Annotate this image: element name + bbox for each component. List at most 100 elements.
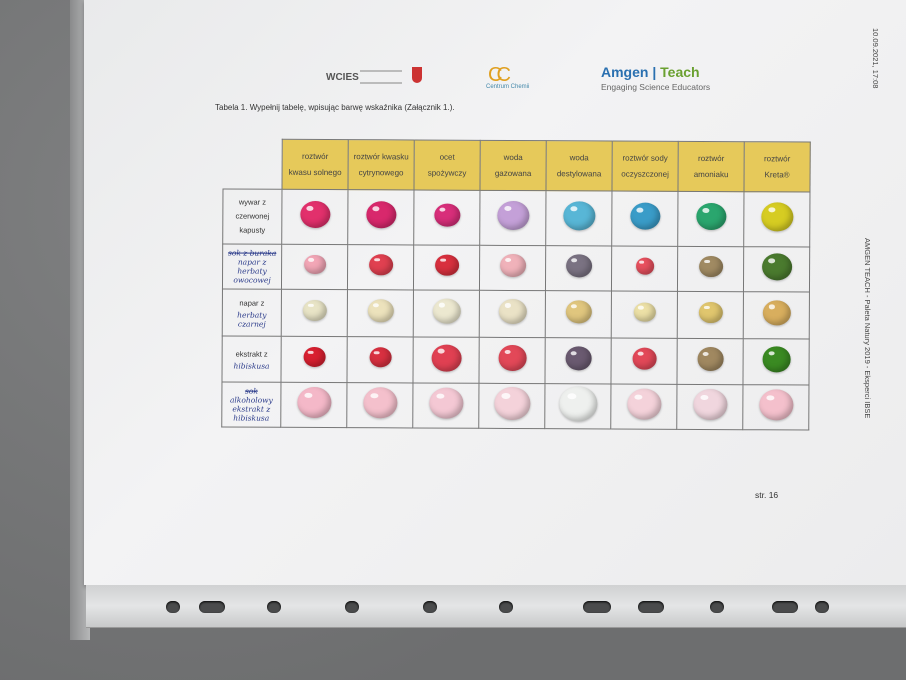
indicator-cell bbox=[281, 289, 348, 337]
struck-label: sok bbox=[244, 386, 258, 396]
indicator-cell bbox=[280, 382, 347, 428]
indicator-drop bbox=[299, 200, 330, 229]
indicator-drop bbox=[498, 298, 527, 325]
indicator-cell bbox=[479, 245, 546, 291]
indicator-drop bbox=[369, 347, 392, 368]
punch-hole bbox=[199, 601, 225, 613]
wcies-logo-text bbox=[360, 70, 402, 84]
indicator-cell bbox=[611, 191, 678, 247]
table-row: napar z herbaty czarnej bbox=[222, 288, 810, 340]
column-header: roztwór Kreta® bbox=[743, 141, 811, 193]
indicator-drop bbox=[565, 254, 592, 278]
column-header-line1: roztwór bbox=[302, 152, 329, 162]
indicator-table: roztwór kwasu solnego roztwór kwasku cytryn… bbox=[221, 138, 811, 431]
indicator-cell bbox=[742, 384, 809, 431]
indicator-drop bbox=[496, 200, 529, 230]
column-header-line2: Kreta® bbox=[764, 169, 790, 179]
punch-hole bbox=[638, 601, 664, 613]
indicator-cell bbox=[413, 189, 480, 246]
table-row: wywar z czerwonej kapusty bbox=[222, 188, 810, 248]
column-header: roztwór kwasu solnego bbox=[281, 139, 349, 190]
handwritten-label: alkoholowy ekstrakt z hibiskusa bbox=[229, 395, 273, 423]
indicator-drop bbox=[499, 253, 526, 278]
indicator-drop bbox=[761, 253, 792, 281]
indicator-cell bbox=[280, 336, 348, 383]
column-header-line1: roztwór kwasku bbox=[353, 152, 409, 162]
indicator-drop bbox=[302, 299, 327, 322]
printed-label: ekstrakt z bbox=[235, 349, 268, 359]
amgen-text: Amgen bbox=[601, 64, 649, 80]
indicator-cell bbox=[478, 337, 546, 384]
punch-hole bbox=[423, 601, 437, 613]
indicator-drop bbox=[698, 255, 723, 278]
indicator-drop bbox=[695, 202, 726, 231]
indicator-cell bbox=[347, 289, 414, 337]
indicator-drop bbox=[562, 201, 595, 231]
column-header-line1: woda bbox=[569, 153, 589, 163]
indicator-drop bbox=[433, 203, 460, 227]
indicator-cell bbox=[742, 338, 810, 386]
indicator-drop bbox=[626, 388, 661, 420]
column-header-line2: oczyszczonej bbox=[621, 169, 669, 179]
indicator-cell bbox=[676, 338, 744, 385]
indicator-cell bbox=[412, 382, 479, 429]
indicator-drop bbox=[762, 346, 791, 373]
indicator-drop bbox=[428, 387, 463, 419]
punch-hole bbox=[166, 601, 180, 613]
indicator-drop bbox=[431, 344, 462, 372]
amgen-teach-logo: Amgen | Teach bbox=[601, 64, 700, 80]
indicator-cell bbox=[743, 191, 810, 248]
indicator-drop bbox=[632, 347, 657, 370]
indicator-drop bbox=[762, 300, 791, 326]
indicator-cell bbox=[610, 383, 677, 430]
amgen-subtitle: Engaging Science Educators bbox=[601, 82, 711, 92]
indicator-drop bbox=[498, 345, 527, 371]
column-header: woda destylowana bbox=[545, 140, 613, 192]
column-header: roztwór sody oczyszczonej bbox=[611, 141, 679, 192]
indicator-cell bbox=[479, 190, 546, 246]
row-label: ekstrakt z hibiskusa bbox=[221, 335, 282, 383]
page-number: str. 16 bbox=[755, 490, 779, 500]
indicator-drop bbox=[362, 387, 397, 419]
indicator-cell bbox=[346, 382, 413, 428]
indicator-drop bbox=[760, 202, 793, 232]
column-header-line2: gazowana bbox=[494, 168, 532, 178]
table-caption: Tabela 1. Wypełnij tabelę, wpisując barw… bbox=[215, 103, 455, 112]
indicator-cell bbox=[346, 336, 414, 383]
indicator-drop bbox=[303, 254, 326, 275]
column-header-line2: cytrynowego bbox=[358, 167, 404, 177]
column-header-line2: spożywczy bbox=[427, 168, 467, 178]
indicator-cell bbox=[677, 246, 744, 292]
teach-text: Teach bbox=[660, 64, 700, 80]
indicator-cell bbox=[743, 291, 810, 340]
column-header: ocet spożywczy bbox=[413, 139, 481, 191]
column-header-line2: kwasu solnego bbox=[288, 167, 342, 177]
indicator-cell bbox=[413, 244, 480, 291]
side-footer: AMGEN TEACH - Paleta Natury 2019 - Ekspe… bbox=[863, 238, 872, 419]
indicator-cell bbox=[478, 383, 545, 429]
indicator-cell bbox=[413, 289, 480, 338]
handwritten-label: hibiskusa bbox=[233, 361, 270, 371]
column-header-line2: amoniaku bbox=[693, 169, 729, 179]
handwritten-label: herbaty czarnej bbox=[237, 310, 267, 329]
punch-hole bbox=[345, 601, 359, 613]
indicator-drop bbox=[368, 253, 393, 276]
corner-cell bbox=[223, 139, 282, 189]
worksheet-page bbox=[84, 0, 906, 585]
indicator-cell bbox=[281, 189, 348, 245]
column-header-line1: roztwór sody bbox=[622, 153, 668, 164]
indicator-drop bbox=[633, 302, 656, 323]
indicator-cell bbox=[611, 290, 678, 339]
punch-hole bbox=[583, 601, 611, 613]
indicator-drop bbox=[758, 389, 793, 421]
table-row: sok z buraka napar z herbaty owocowej bbox=[222, 243, 810, 293]
indicator-cell bbox=[610, 337, 678, 385]
column-header: roztwór amoniaku bbox=[677, 141, 745, 192]
indicator-cell bbox=[677, 191, 744, 247]
indicator-drop bbox=[365, 201, 396, 229]
printed-label: wywar z czerwonej kapusty bbox=[235, 197, 270, 235]
indicator-drop bbox=[565, 300, 592, 324]
column-header-line1: roztwór bbox=[698, 154, 725, 164]
column-header-line2: destylowana bbox=[556, 168, 602, 178]
row-label: wywar z czerwonej kapusty bbox=[222, 188, 282, 245]
